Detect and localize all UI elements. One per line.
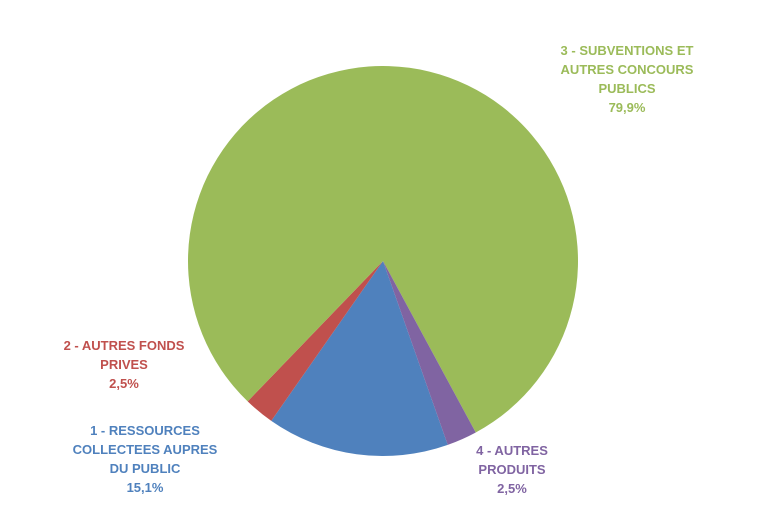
- category-label: 4 - AUTRES PRODUITS: [476, 443, 548, 477]
- value-label: 79,9%: [608, 100, 646, 115]
- value-label: 2,5%: [109, 376, 139, 391]
- category-label: 1 - RESSOURCES COLLECTEES AUPRES DU PUBL…: [72, 423, 218, 476]
- category-label: 3 - SUBVENTIONS ET AUTRES CONCOURS PUBLI…: [560, 43, 694, 96]
- data-label: 1 - RESSOURCES COLLECTEES AUPRES DU PUBL…: [70, 421, 220, 497]
- pie-slice: [247, 261, 383, 421]
- pie-slice: [188, 66, 578, 433]
- data-label: 2 - AUTRES FONDS PRIVES 2,5%: [59, 336, 189, 393]
- data-label: 3 - SUBVENTIONS ET AUTRES CONCOURS PUBLI…: [547, 41, 707, 117]
- pie-slice: [271, 261, 448, 456]
- category-label: 2 - AUTRES FONDS PRIVES: [63, 338, 185, 372]
- value-label: 15,1%: [126, 480, 164, 495]
- pie-slice: [383, 261, 476, 445]
- value-label: 2,5%: [497, 481, 527, 496]
- data-label: 4 - AUTRES PRODUITS 2,5%: [462, 441, 562, 498]
